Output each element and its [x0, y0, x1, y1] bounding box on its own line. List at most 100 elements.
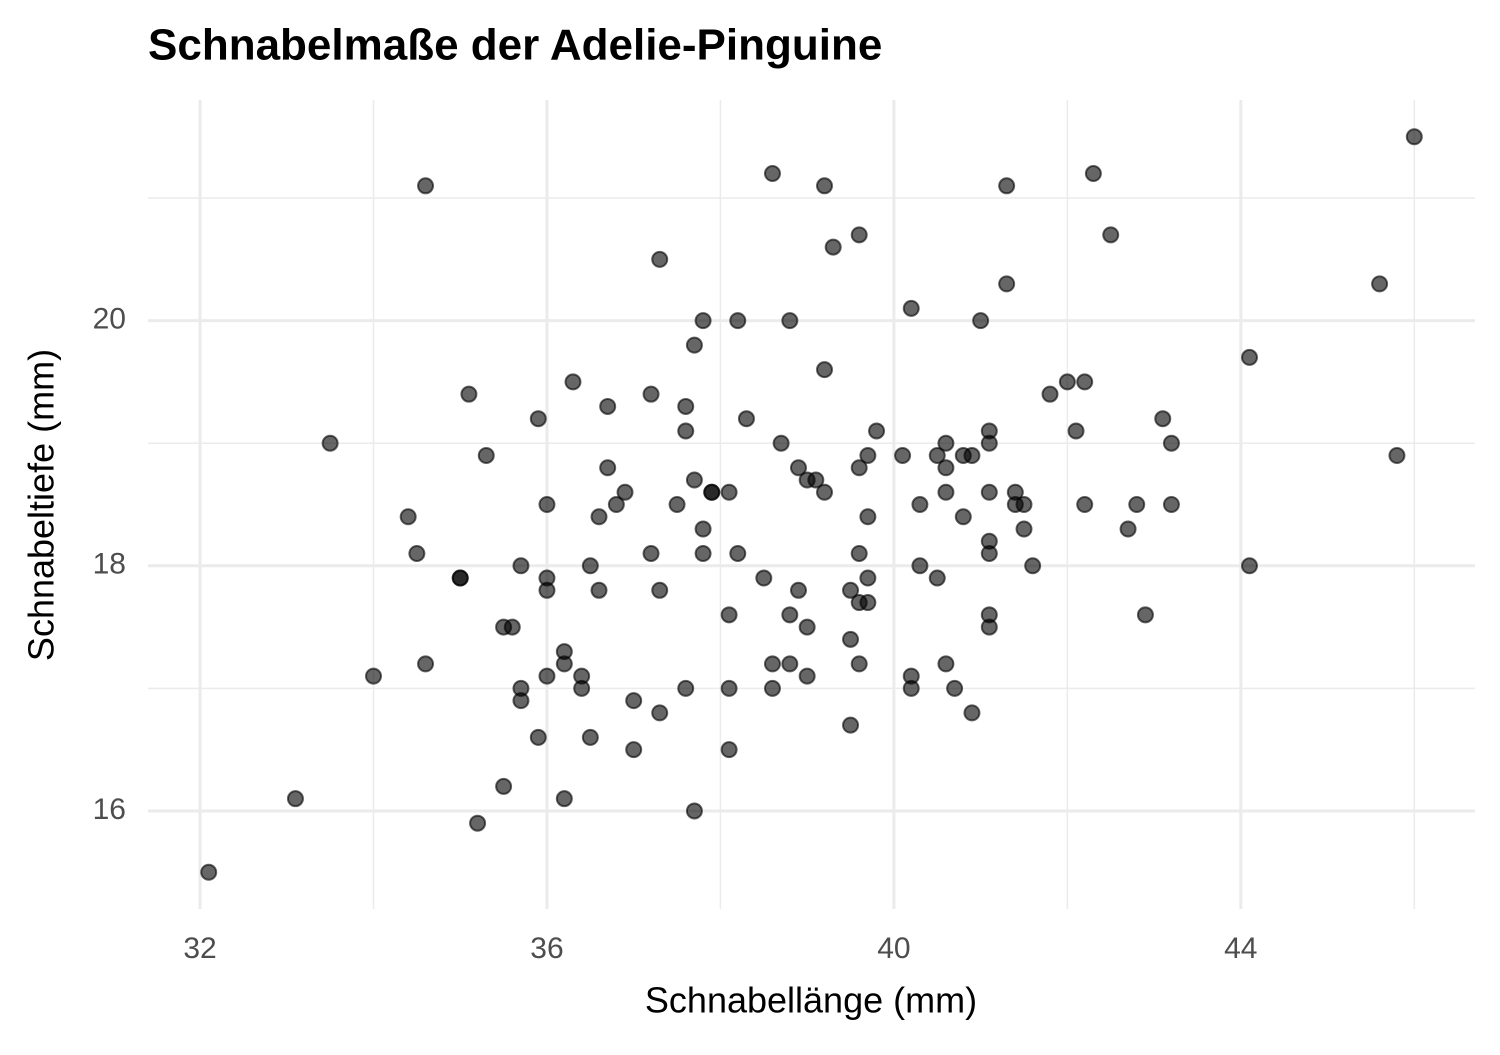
y-tick-label: 16 [93, 793, 126, 826]
point [816, 483, 834, 501]
point [1371, 275, 1389, 293]
point [729, 545, 747, 563]
point [763, 679, 781, 697]
point [1015, 496, 1033, 513]
point [972, 312, 990, 330]
point [720, 606, 738, 624]
point [677, 679, 695, 697]
point [685, 471, 703, 489]
point [1024, 557, 1042, 575]
point [451, 569, 469, 587]
point [703, 483, 721, 501]
point [850, 226, 868, 244]
x-tick-label: 40 [877, 932, 910, 965]
point [512, 557, 530, 575]
point [668, 496, 686, 513]
point [911, 496, 929, 513]
point [1162, 434, 1180, 452]
point [685, 336, 703, 354]
point [512, 692, 530, 710]
point [781, 312, 799, 330]
point [477, 446, 495, 464]
point [902, 299, 920, 317]
point [607, 496, 625, 513]
point [963, 446, 981, 464]
point [937, 459, 955, 477]
point [677, 422, 695, 440]
point [286, 790, 304, 808]
point [417, 177, 435, 195]
point [538, 496, 556, 513]
point [399, 508, 417, 526]
point [859, 569, 877, 587]
point [798, 667, 816, 685]
point [694, 312, 712, 330]
point [937, 655, 955, 673]
point [1405, 128, 1423, 146]
point [980, 618, 998, 636]
point [789, 581, 807, 599]
point [651, 704, 669, 722]
point [460, 385, 478, 403]
point [365, 667, 383, 685]
point [928, 446, 946, 464]
point [789, 459, 807, 477]
point [781, 606, 799, 624]
chart-title: Schnabelmaße der Adelie-Pinguine [148, 21, 882, 70]
point [529, 410, 547, 428]
point [720, 679, 738, 697]
y-tick-label: 18 [93, 548, 126, 581]
point [1084, 165, 1102, 183]
point [850, 545, 868, 563]
point [616, 483, 634, 501]
point [894, 446, 912, 464]
point [625, 692, 643, 710]
point [755, 569, 773, 587]
point [859, 594, 877, 612]
point [859, 508, 877, 526]
point [980, 545, 998, 563]
point [781, 655, 799, 673]
point [720, 483, 738, 501]
point [1388, 446, 1406, 464]
point [469, 814, 487, 832]
point [651, 250, 669, 268]
point [772, 434, 790, 452]
y-axis-title: Schnabeltiefe (mm) [21, 349, 62, 661]
point [1136, 606, 1154, 624]
point [1041, 385, 1059, 403]
point [816, 177, 834, 195]
point [737, 410, 755, 428]
point [590, 508, 608, 526]
point [998, 177, 1016, 195]
point [720, 741, 738, 759]
x-axis-title: Schnabellänge (mm) [645, 980, 977, 1021]
point [980, 483, 998, 501]
point [842, 630, 860, 648]
point [1154, 410, 1172, 428]
point [763, 655, 781, 673]
point [842, 581, 860, 599]
point [599, 397, 617, 415]
point [1128, 496, 1146, 513]
point [573, 679, 591, 697]
point [694, 545, 712, 563]
point [1015, 520, 1033, 538]
point [928, 569, 946, 587]
point [902, 679, 920, 697]
point [599, 459, 617, 477]
point [200, 863, 218, 881]
point [694, 520, 712, 538]
point [1076, 496, 1094, 513]
x-tick-label: 36 [530, 932, 563, 965]
point [651, 581, 669, 599]
point [1076, 373, 1094, 391]
point [1102, 226, 1120, 244]
point [581, 557, 599, 575]
point [677, 397, 695, 415]
point [946, 679, 964, 697]
point [911, 557, 929, 575]
point [529, 728, 547, 746]
point [642, 545, 660, 563]
